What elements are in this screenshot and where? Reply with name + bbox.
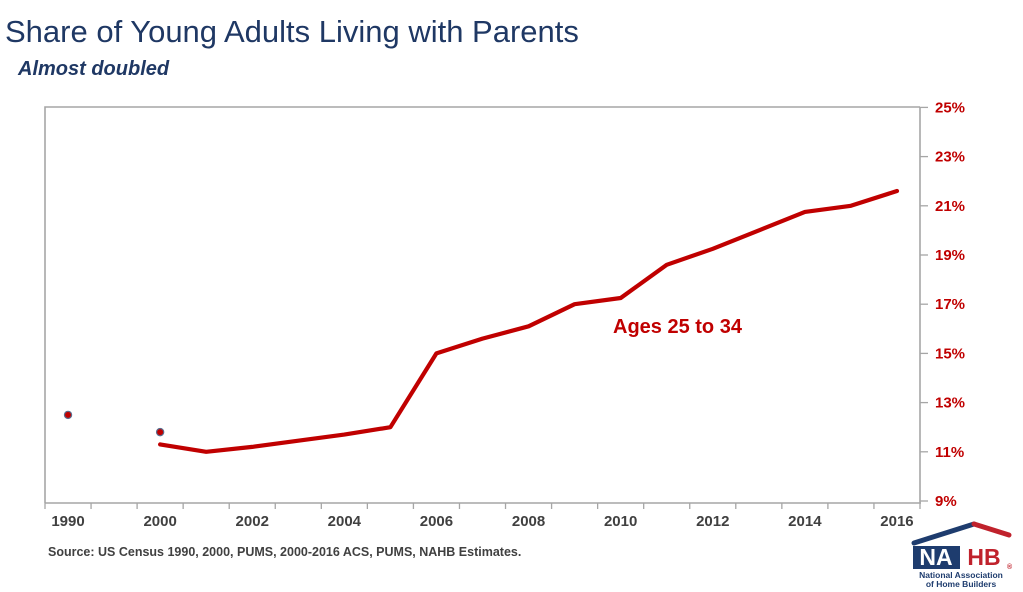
x-tick-label: 2012	[696, 513, 729, 530]
page-subtitle: Almost doubled	[18, 58, 170, 80]
logo-acronym-right: HB	[967, 544, 1000, 570]
x-tick-label: 2016	[880, 513, 913, 530]
nahb-logo: NA HB ® National Association of Home Bui…	[911, 521, 1013, 588]
y-tick-label: 25%	[935, 99, 965, 116]
y-tick-label: 11%	[935, 444, 964, 461]
logo-text-line1: National Association	[919, 570, 1003, 580]
logo-text-line2: of Home Builders	[926, 579, 997, 588]
y-tick-label: 19%	[935, 247, 965, 264]
plot-border	[44, 106, 920, 503]
y-tick-label: 23%	[935, 149, 965, 166]
trend-line	[158, 188, 900, 454]
x-tick-label: 2010	[604, 513, 637, 530]
y-tick-label: 13%	[935, 395, 965, 412]
roof-icon	[911, 521, 1012, 546]
y-tick-label: 15%	[935, 345, 965, 362]
series-annotation: Ages 25 to 34	[613, 316, 742, 338]
y-tick-label: 21%	[935, 198, 965, 215]
y-tick-label: 17%	[935, 296, 965, 313]
logo-registered-mark: ®	[1007, 563, 1013, 571]
logo-na-block	[913, 546, 960, 569]
x-tick-label: 2004	[328, 513, 362, 530]
x-tick-label: 2014	[788, 513, 822, 530]
census-dot	[63, 410, 73, 420]
x-tick-label: 2006	[420, 513, 453, 530]
source-note: Source: US Census 1990, 2000, PUMS, 2000…	[48, 545, 522, 559]
x-tick-label: 2008	[512, 513, 545, 530]
y-tick-label: 9%	[935, 493, 957, 510]
x-tick-label: 2002	[236, 513, 269, 530]
logo-acronym-left: NA	[919, 544, 952, 570]
census-dot	[155, 427, 165, 437]
x-tick-label: 1990	[51, 513, 84, 530]
page-title: Share of Young Adults Living with Parent…	[5, 14, 579, 49]
x-tick-label: 2000	[143, 513, 176, 530]
